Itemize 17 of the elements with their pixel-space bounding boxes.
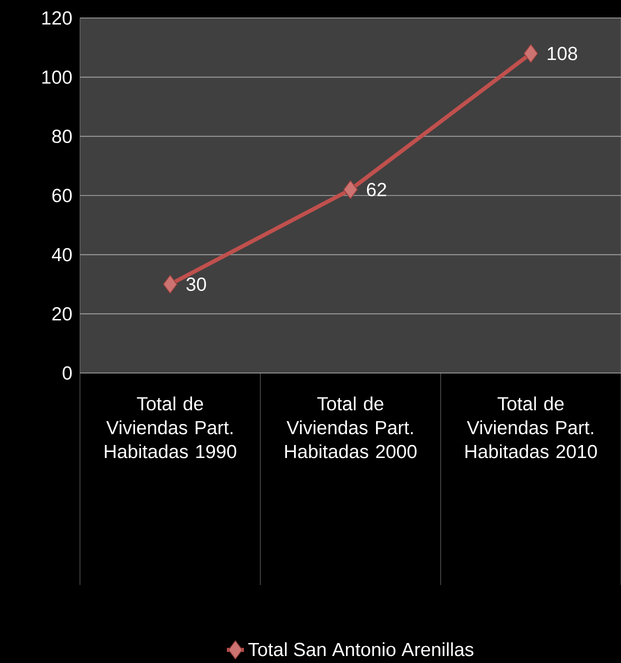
y-tick-label: 100 [42,70,72,84]
point [523,44,538,63]
point [343,180,358,199]
y-tick-label: 40 [52,248,72,262]
y-tick-label: 60 [52,188,72,202]
legend-label: Total San Antonio Arenillas [248,642,474,656]
x-tick-label: Total de Viviendas Part. Habitadas 1990 [104,396,236,458]
data-label: 62 [366,182,386,196]
data-label: 30 [186,278,206,291]
y-tick-label: 0 [62,366,72,380]
y-tick-label: 20 [52,307,72,321]
data-label: 108 [548,46,577,60]
x-tick-label: Total de Viviendas Part. Habitadas 2000 [285,396,416,458]
y-tick-label: 120 [42,11,72,25]
point [162,274,178,294]
y-tick-label: 80 [52,130,72,144]
x-tick-label: Total de Viviendas Part. Habitadas 2010 [465,396,597,458]
